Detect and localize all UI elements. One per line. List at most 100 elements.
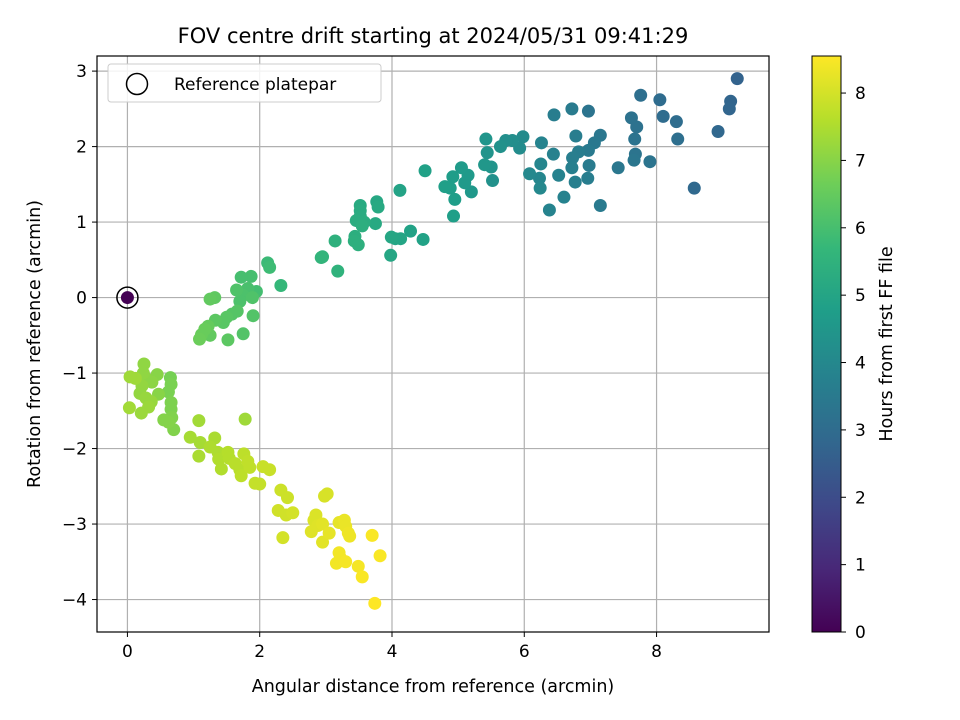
data-point: [479, 132, 493, 146]
y-axis-label: Rotation from reference (arcmin): [25, 200, 45, 488]
data-point: [581, 104, 595, 118]
colorbar-tick-label: 2: [855, 488, 866, 508]
legend-reference-label: Reference platepar: [174, 75, 336, 95]
colorbar-tick-label: 5: [855, 286, 866, 306]
data-point: [309, 508, 323, 522]
x-tick-label: 8: [651, 642, 662, 662]
data-point: [203, 292, 217, 306]
colorbar-tick-label: 3: [855, 421, 866, 441]
colorbar-tick-label: 4: [855, 354, 866, 374]
data-point: [653, 93, 667, 107]
data-point: [314, 251, 328, 265]
data-point: [418, 164, 432, 178]
data-point: [316, 517, 330, 531]
data-point: [246, 309, 260, 323]
data-point: [557, 190, 571, 204]
y-tick-label: 2: [76, 138, 87, 158]
data-point: [368, 217, 382, 231]
data-point: [569, 129, 583, 143]
legend-box: [107, 63, 382, 103]
data-point: [253, 477, 267, 491]
data-point: [534, 136, 548, 150]
data-point: [458, 176, 472, 190]
data-point: [565, 102, 579, 116]
data-point: [722, 102, 736, 116]
data-point: [464, 185, 478, 199]
data-point: [371, 200, 385, 214]
y-tick-label: −1: [62, 364, 87, 384]
data-point: [233, 294, 247, 308]
data-point: [193, 436, 207, 450]
data-point: [486, 174, 500, 188]
colorbar-tick-label: 8: [855, 84, 866, 104]
data-point: [628, 132, 642, 146]
data-point: [448, 192, 462, 206]
data-point: [687, 181, 701, 195]
reference-platepar-marker: [116, 286, 139, 309]
data-point: [669, 115, 683, 129]
data-point: [627, 153, 641, 167]
data-point: [532, 171, 546, 185]
data-point: [438, 180, 452, 194]
data-point: [351, 238, 365, 252]
y-tick-label: −3: [62, 515, 87, 535]
data-point: [236, 327, 250, 341]
data-point: [316, 535, 330, 549]
x-axis-label: Angular distance from reference (arcmin): [252, 677, 615, 697]
colorbar-tick-label: 6: [855, 219, 866, 239]
data-point: [123, 370, 137, 384]
data-point: [404, 224, 418, 238]
colorbar-tick-label: 1: [855, 556, 866, 576]
data-point: [516, 130, 530, 144]
data-point: [611, 161, 625, 175]
data-point: [546, 147, 560, 161]
data-point: [238, 412, 252, 426]
data-point: [122, 401, 136, 415]
data-point: [454, 161, 468, 175]
data-point: [480, 146, 494, 160]
x-tick-label: 4: [387, 642, 398, 662]
y-tick-label: 0: [76, 289, 87, 309]
data-point: [263, 463, 277, 477]
data-point: [274, 278, 288, 292]
data-points: [116, 72, 744, 610]
data-point: [212, 452, 226, 466]
data-point: [447, 209, 461, 223]
data-point: [730, 72, 744, 86]
data-point: [493, 140, 507, 154]
data-point: [416, 232, 430, 246]
data-point: [384, 248, 398, 262]
y-tick-label: −4: [62, 591, 87, 611]
y-tick-label: 3: [76, 62, 87, 82]
data-point: [643, 155, 657, 169]
plot-frame: [96, 55, 770, 633]
data-point: [565, 161, 579, 175]
data-point: [157, 413, 171, 427]
legend-reference-marker: [125, 72, 149, 96]
y-tick-label: −2: [62, 440, 87, 460]
data-point: [593, 198, 607, 212]
colorbar-label: Hours from first FF file: [877, 246, 897, 441]
data-point: [365, 528, 379, 542]
colorbar-tick-label: 7: [855, 151, 866, 171]
y-axis-ticks: −4 −3 −2 −1 0 1 2 3: [62, 62, 97, 611]
data-point: [624, 111, 638, 125]
data-point: [193, 332, 207, 346]
data-point: [245, 291, 259, 305]
x-tick-label: 2: [254, 642, 265, 662]
chart-title: FOV centre drift starting at 2024/05/31 …: [178, 24, 689, 48]
data-point: [339, 555, 353, 569]
data-point: [221, 333, 235, 347]
data-point: [134, 406, 148, 420]
data-point: [343, 529, 357, 543]
data-point: [355, 219, 369, 233]
data-point: [566, 151, 580, 165]
data-point: [568, 175, 582, 189]
data-point: [192, 414, 206, 428]
x-axis-ticks: 0 2 4 6 8: [122, 632, 662, 662]
data-point: [161, 385, 175, 399]
data-point: [671, 132, 685, 146]
data-point: [373, 549, 387, 563]
data-point: [656, 109, 670, 123]
